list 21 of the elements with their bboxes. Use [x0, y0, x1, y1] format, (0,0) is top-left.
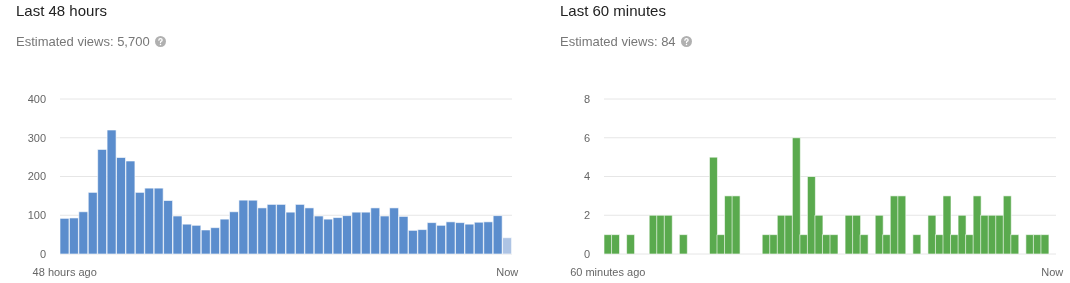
y-tick-label: 2: [583, 209, 590, 222]
chart-title: Last 60 minutes: [560, 2, 666, 19]
y-tick-label: 400: [27, 92, 46, 105]
x-tick-label: 48 hours ago: [32, 266, 97, 278]
y-tick-label: 4: [583, 170, 590, 183]
x-tick-label: 60 minutes ago: [570, 266, 646, 278]
y-tick-label: 0: [583, 247, 590, 260]
bar: [626, 234, 635, 254]
bar: [679, 234, 688, 254]
y-tick-label: 300: [27, 131, 46, 144]
y-tick-label: 0: [39, 247, 46, 260]
chart-subtitle: Estimated views: 84: [560, 34, 677, 49]
y-tick-label: 8: [583, 92, 590, 105]
x-tick-label: Now: [496, 266, 519, 278]
y-tick-label: 6: [583, 131, 590, 144]
y-tick-label: 200: [27, 170, 46, 183]
bar: [912, 234, 922, 254]
chart-title: Last 48 hours: [16, 2, 107, 19]
y-tick-label: 100: [27, 209, 46, 222]
x-tick-label: Now: [1041, 266, 1064, 278]
chart-subtitle: Estimated views: 5,700: [16, 34, 151, 49]
